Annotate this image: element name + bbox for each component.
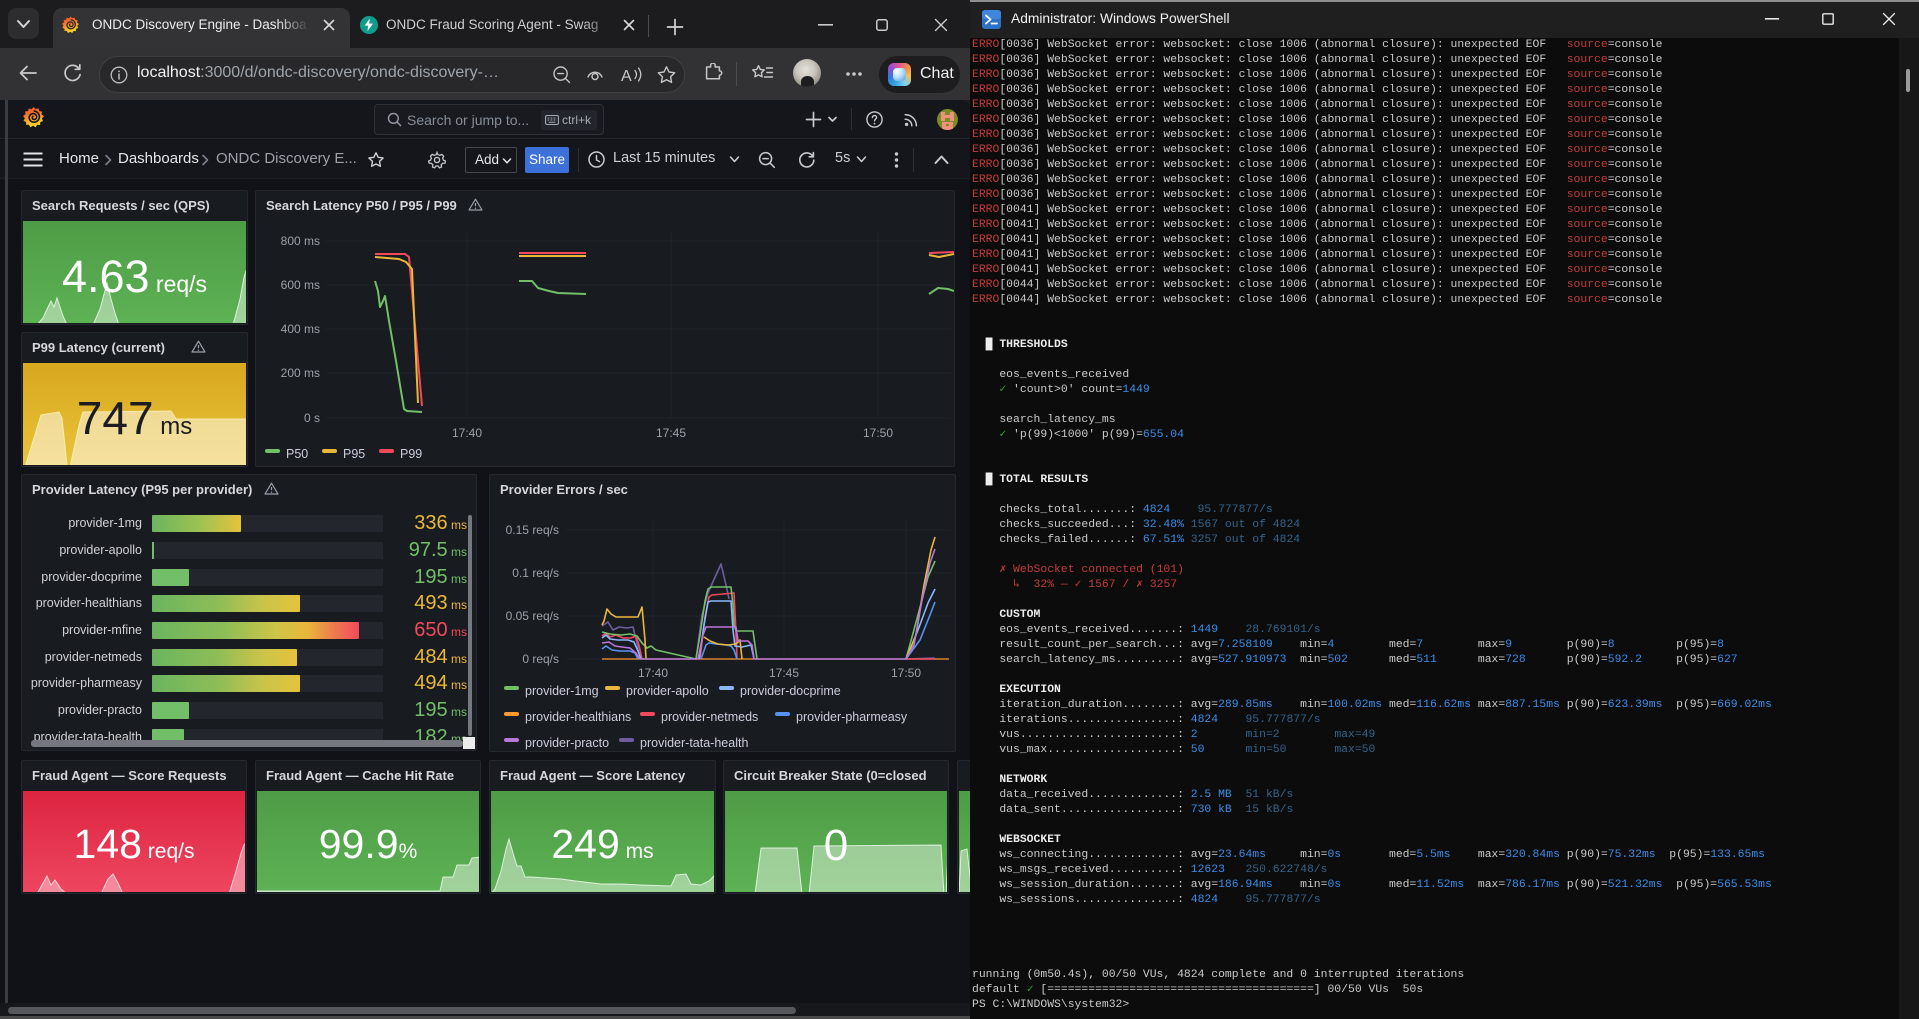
svg-text:17:40: 17:40	[452, 426, 482, 440]
svg-text:0.1 req/s: 0.1 req/s	[512, 566, 559, 580]
svg-text:0 req/s: 0 req/s	[522, 652, 559, 666]
svg-text:A: A	[621, 68, 632, 85]
svg-text:provider-pharmeasy: provider-pharmeasy	[796, 710, 908, 724]
svg-text:0 s: 0 s	[304, 411, 320, 425]
svg-text:17:45: 17:45	[656, 426, 686, 440]
svg-text:provider-practo: provider-practo	[525, 736, 609, 750]
svg-text:17:45: 17:45	[769, 666, 799, 680]
svg-text:provider-apollo: provider-apollo	[626, 684, 709, 698]
svg-text:P99: P99	[400, 447, 422, 461]
svg-text:P50: P50	[286, 447, 308, 461]
svg-text:provider-netmeds: provider-netmeds	[661, 710, 758, 724]
svg-text:provider-docprime: provider-docprime	[740, 684, 841, 698]
svg-text:17:50: 17:50	[863, 426, 893, 440]
svg-text:17:40: 17:40	[638, 666, 668, 680]
svg-text:600 ms: 600 ms	[281, 278, 320, 292]
svg-text:0.15 req/s: 0.15 req/s	[506, 523, 559, 537]
svg-text:provider-tata-health: provider-tata-health	[640, 736, 748, 750]
svg-text:200 ms: 200 ms	[281, 366, 320, 380]
svg-text:400 ms: 400 ms	[281, 322, 320, 336]
svg-text:800 ms: 800 ms	[281, 234, 320, 248]
svg-text:P95: P95	[343, 447, 365, 461]
svg-text:17:50: 17:50	[891, 666, 921, 680]
svg-text:provider-1mg: provider-1mg	[525, 684, 599, 698]
svg-text:0.05 req/s: 0.05 req/s	[506, 609, 559, 623]
svg-text:provider-healthians: provider-healthians	[525, 710, 631, 724]
